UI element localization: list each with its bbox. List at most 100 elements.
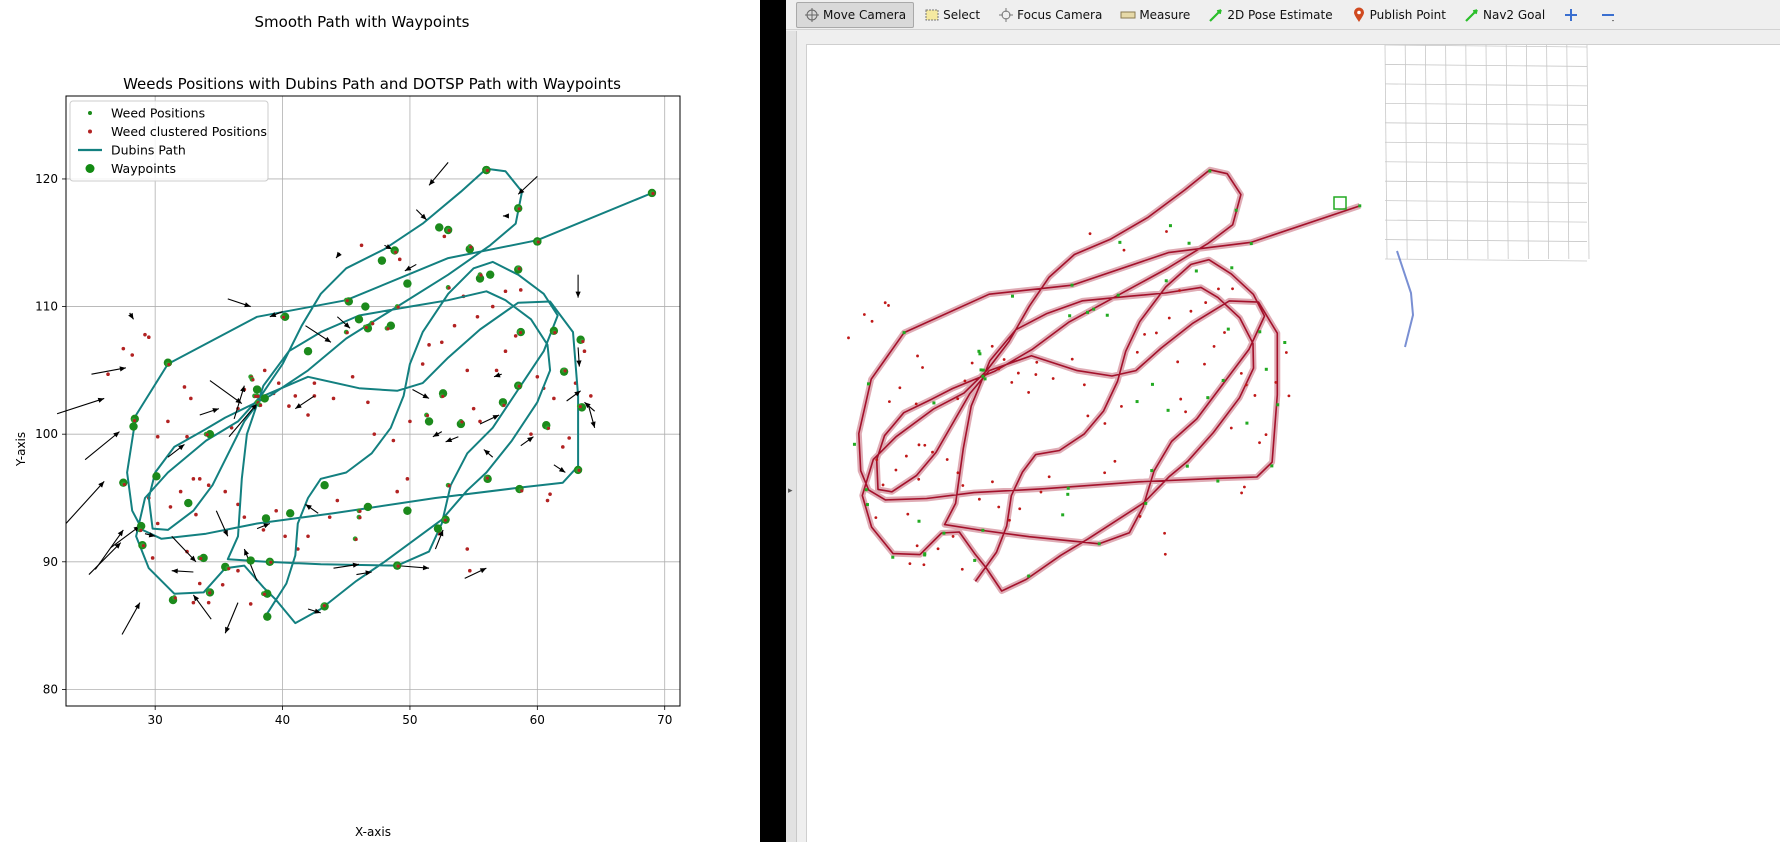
heading-arrow [305,503,319,514]
heading-arrow [233,385,246,420]
heading-arrow [269,311,283,318]
weed-cluster-point [396,564,400,568]
weed-cluster-point [439,340,444,345]
waypoint-marker [184,498,193,508]
focus-camera-icon [998,7,1014,23]
focus-camera-label: Focus Camera [1017,7,1103,22]
window-divider [760,0,786,842]
weed-cluster-point [283,534,287,539]
weed-cluster-point [208,591,212,595]
waypoint-marker [403,506,412,515]
rviz-path-display [855,166,1361,594]
pose-estimate-tool[interactable]: 2D Pose Estimate [1200,2,1340,28]
weed-cluster-point [545,498,550,503]
legend-label: Waypoints [111,161,176,176]
waypoint-marker [252,385,262,394]
weed-cluster-point [563,369,567,373]
y-tick-label: 100 [35,427,58,441]
waypoint-marker [354,315,364,324]
weed-cluster-point [248,602,253,606]
weed-cluster-point [518,330,523,335]
weed-cluster-point [503,349,508,354]
legend-entry: Dubins Path [78,143,186,158]
panel-splitter[interactable]: ▸ [786,31,797,842]
move-camera-tool[interactable]: Move Camera [796,1,915,28]
weed-cluster-point [517,267,521,271]
weed-cluster-point [206,483,211,488]
select-tool[interactable]: Select [916,2,988,28]
waypoint-marker [424,417,434,426]
weed-cluster-point [475,314,480,319]
matplotlib-figure: Smooth Path with Waypoints Weeds Positio… [0,0,760,842]
weed-cluster-point [220,582,225,587]
x-tick-label: 40 [275,713,290,727]
viewport-canvas[interactable] [807,45,1780,842]
nav2-goal-tool[interactable]: Nav2 Goal [1456,2,1553,28]
waypoint-marker [263,589,272,598]
select-icon [924,7,940,23]
heading-arrow [88,542,122,575]
weed-cluster-point [465,547,470,551]
weed-cluster-point [394,250,398,254]
measure-label: Measure [1139,7,1191,22]
heading-arrow [199,408,220,416]
remove-tool-button[interactable] [1592,2,1627,28]
weed-cluster-point [223,489,228,494]
heading-arrow [434,529,444,550]
robot-footprint [1396,250,1415,348]
heading-arrow [335,251,342,259]
focus-camera-tool[interactable]: Focus Camera [990,2,1110,28]
weed-cluster-point [130,353,135,357]
expand-arrow-icon[interactable]: ▸ [788,486,793,496]
weed-cluster-point [513,334,518,338]
weed-cluster-point [206,600,211,605]
weed-cluster-point [520,489,524,493]
weed-cluster-point [147,335,151,339]
weed-cluster-point [452,323,457,328]
weed-cluster-point [287,404,291,408]
weed-cluster-point [236,568,240,573]
publish-point-tool[interactable]: Publish Point [1343,2,1454,28]
weed-cluster-point [358,516,362,520]
weed-cluster-point [552,396,556,401]
weed-cluster-point [397,257,402,262]
robot-model [1333,196,1347,210]
weed-cluster-point [194,512,198,517]
waypoint-marker [199,553,208,563]
x-tick-label: 50 [402,713,417,727]
legend-box [69,100,269,182]
weed-cluster-point [182,385,187,389]
legend-entry: Waypoints [85,161,176,176]
heading-arrow [479,414,500,425]
weed-cluster-point [262,592,267,596]
heading-arrow [307,608,321,614]
heading-arrow [356,570,372,576]
weed-cluster-point [155,434,160,439]
waypoint-marker [246,556,255,565]
x-tick-label: 30 [148,713,163,727]
weed-cluster-point [391,438,396,443]
legend-label: Dubins Path [111,143,186,158]
weed-cluster-point [205,433,209,437]
waypoint-marker [377,256,387,265]
pose-estimate-label: 2D Pose Estimate [1227,7,1333,22]
weed-cluster-point [296,547,300,551]
measure-tool[interactable]: Measure [1112,2,1198,28]
pose-array-band [855,166,1361,594]
weed-cluster-point [178,489,183,494]
weed-cluster-point [371,322,375,326]
weed-cluster-point [269,560,273,564]
weed-cluster-point [479,273,483,277]
move-camera-icon [804,7,820,23]
weed-cluster-point [471,406,476,411]
axes-title: Weeds Positions with Dubins Path and DOT… [123,75,621,93]
add-tool-button[interactable] [1555,2,1590,28]
legend: Weed Positions Weed clustered Positions Du… [69,100,269,182]
weed-cluster-point [447,484,451,488]
legend-label: Weed clustered Positions [111,124,267,139]
heading-arrow [464,567,487,579]
heading-arrow [65,481,105,524]
weed-cluster-point [546,426,551,430]
3d-viewport[interactable] [806,44,1780,842]
weed-cluster-point [197,581,202,586]
